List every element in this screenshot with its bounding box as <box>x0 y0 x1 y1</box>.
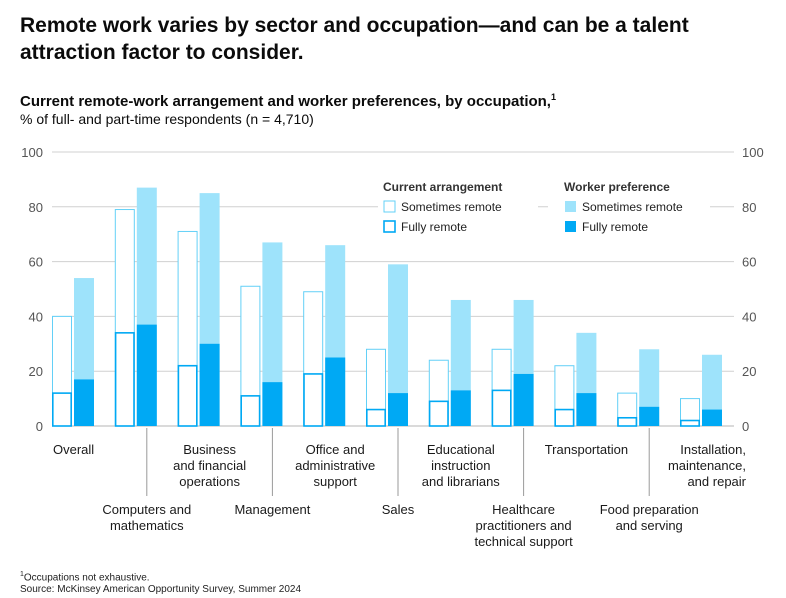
legend-preference-heading: Worker preference <box>564 180 670 194</box>
x-category-label-line: Transportation <box>545 442 628 457</box>
headline: Remote work varies by sector and occupat… <box>20 14 689 64</box>
x-category-label: Transportation <box>545 442 628 457</box>
y-tick-label-right: 60 <box>742 255 756 270</box>
chart-subtitle-text: Current remote-work arrangement and work… <box>20 93 551 110</box>
x-category-label-line: support <box>314 474 358 489</box>
footnote-note-text: Occupations not exhaustive. <box>23 572 150 584</box>
x-category-label: Food preparation and serving <box>600 502 699 533</box>
footnote: 1Occupations not exhaustive. Source: McK… <box>20 569 301 596</box>
bar-current-fully-remote <box>428 400 449 427</box>
bar-preference-fully-remote <box>199 343 220 426</box>
bar-preference-fully-remote <box>262 382 283 426</box>
x-category-label-line: Installation, <box>680 442 746 457</box>
bar-preference-fully-remote <box>576 393 597 426</box>
x-category-label: Educational instruction and librarians <box>422 442 501 489</box>
chart-bars <box>51 187 722 427</box>
bar-preference-fully-remote <box>325 357 346 426</box>
x-category-label-line: and repair <box>687 474 746 489</box>
y-tick-label-right: 80 <box>742 200 756 215</box>
bar-preference-fully-remote <box>388 393 408 426</box>
bar-current-fully-remote <box>365 408 386 427</box>
y-tick-label-left: 60 <box>29 255 43 270</box>
chart-subnote: % of full- and part-time respondents (n … <box>20 111 314 127</box>
x-category-label-line: technical support <box>474 534 573 549</box>
x-category-label-line: practitioners and <box>476 518 572 533</box>
x-category-label-line: Office and <box>306 442 365 457</box>
y-tick-label-left: 40 <box>29 309 43 324</box>
x-category-label-line: Computers and <box>102 502 191 517</box>
x-category-label-line: mathematics <box>110 518 184 533</box>
footnote-mark: 1 <box>550 92 556 102</box>
chart-legend: Current arrangement Sometimes remote Ful… <box>378 176 710 244</box>
legend-preference-fully-label: Fully remote <box>582 220 648 234</box>
x-category-label-line: Overall <box>53 442 94 457</box>
y-tick-label-left: 0 <box>36 419 43 434</box>
legend-current-sometimes-label: Sometimes remote <box>401 200 502 214</box>
bar-preference-fully-remote <box>639 406 660 426</box>
x-category-label-line: instruction <box>431 458 490 473</box>
footnote-source: Source: McKinsey American Opportunity Su… <box>20 584 302 596</box>
x-category-label-line: Management <box>234 502 310 517</box>
bar-current-fully-remote <box>554 408 575 427</box>
bar-current-fully-remote <box>303 373 324 427</box>
legend-current-heading: Current arrangement <box>383 180 502 194</box>
bar-preference-sometimes-remote <box>262 242 283 426</box>
x-category-label-line: and financial <box>173 458 246 473</box>
bar-preference-fully-remote <box>136 324 157 426</box>
bar-chart: 0 0 20 20 40 40 60 60 80 80 100 100 Overall Computer… <box>21 145 764 549</box>
legend-swatch-current-sometimes <box>383 200 396 213</box>
legend-swatch-preference-fully <box>565 221 576 232</box>
footnote-note: 1Occupations not exhaustive. <box>20 569 301 584</box>
x-category-label: Computers and mathematics <box>102 502 191 533</box>
x-category-label-line: administrative <box>295 458 375 473</box>
y-tick-label-left: 20 <box>29 364 43 379</box>
legend-background <box>378 176 538 244</box>
x-category-label-line: Food preparation <box>600 502 699 517</box>
x-category-label-line: Educational <box>427 442 495 457</box>
chart-subtitle: Current remote-work arrangement and work… <box>20 92 556 110</box>
x-category-label-line: Business <box>183 442 236 457</box>
x-category-label-line: operations <box>179 474 240 489</box>
category-dividers <box>146 428 650 496</box>
bar-current-fully-remote <box>617 416 638 427</box>
x-category-label: Management <box>234 502 310 517</box>
x-category-label: Sales <box>382 502 415 517</box>
y-tick-label-left: 80 <box>29 200 43 215</box>
legend-current-fully-label: Fully remote <box>401 220 467 234</box>
y-tick-label-right: 20 <box>742 364 756 379</box>
bar-current-fully-remote <box>240 395 261 427</box>
y-tick-label-right: 0 <box>742 419 749 434</box>
x-category-label-line: Sales <box>382 502 415 517</box>
bar-current-fully-remote <box>114 332 135 427</box>
x-category-label-line: and serving <box>616 518 683 533</box>
bar-preference-sometimes-remote <box>702 354 722 426</box>
x-category-label: Overall <box>53 442 94 457</box>
bar-current-fully-remote <box>491 389 512 427</box>
y-tick-label-left: 100 <box>21 145 43 160</box>
x-category-label-line: Healthcare <box>492 502 555 517</box>
bar-preference-fully-remote <box>702 409 722 426</box>
x-category-label: Business and financial operations <box>173 442 246 489</box>
bar-current-fully-remote <box>679 419 700 427</box>
legend-swatch-current-fully <box>383 220 396 233</box>
bar-preference-fully-remote <box>513 373 534 426</box>
bar-preference-fully-remote <box>450 390 471 426</box>
legend-swatch-preference-sometimes <box>565 201 576 212</box>
legend-preference-sometimes-label: Sometimes remote <box>582 200 683 214</box>
y-tick-label-right: 100 <box>742 145 764 160</box>
bar-preference-sometimes-remote <box>388 264 408 426</box>
x-category-label-line: and librarians <box>422 474 501 489</box>
footnote-note-mark: 1 <box>20 571 24 578</box>
x-category-label-line: maintenance, <box>668 458 746 473</box>
bar-preference-fully-remote <box>74 379 94 426</box>
bar-current-fully-remote <box>51 392 72 427</box>
bar-current-fully-remote <box>177 364 198 427</box>
y-tick-label-right: 40 <box>742 309 756 324</box>
x-category-label: Healthcare practitioners and technical sup… <box>474 502 573 549</box>
x-category-label: Office and administrative support <box>295 442 375 489</box>
x-category-label: Installation, maintenance, and repair <box>668 442 747 489</box>
